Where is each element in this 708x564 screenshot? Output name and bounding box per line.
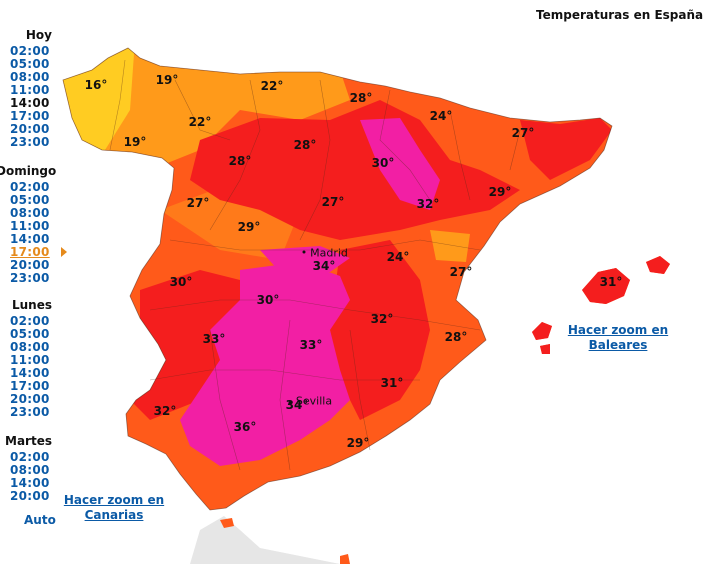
time-item[interactable]: 23:00 <box>10 271 50 285</box>
time-item[interactable]: 05:00 <box>10 327 50 341</box>
time-item[interactable]: 11:00 <box>10 83 50 97</box>
temperature-label: 32° <box>416 197 440 211</box>
city-marker-sevilla <box>288 401 292 405</box>
temperature-label: 31° <box>599 275 623 289</box>
time-item[interactable]: 11:00 <box>10 353 50 367</box>
selected-time-arrow-icon <box>61 247 67 257</box>
temperature-label: 30° <box>256 293 280 307</box>
time-item[interactable]: 02:00 <box>10 44 50 58</box>
temperature-label: 28° <box>444 330 468 344</box>
temperature-label: 19° <box>155 73 179 87</box>
day-label-1: Domingo <box>0 164 57 178</box>
temperature-label: 28° <box>293 138 317 152</box>
time-item[interactable]: 05:00 <box>10 57 50 71</box>
time-item[interactable]: 14:00 <box>10 476 50 490</box>
map-title: Temperaturas en España <box>536 8 704 22</box>
temperature-label: 29° <box>237 220 261 234</box>
temperature-label: 27° <box>186 196 210 210</box>
time-item[interactable]: 17:00 <box>10 245 50 259</box>
time-item[interactable]: 08:00 <box>10 70 50 84</box>
time-item[interactable]: 17:00 <box>10 379 50 393</box>
temperature-label: 16° <box>84 78 108 92</box>
temperature-label: 32° <box>370 312 394 326</box>
temperature-label: 24° <box>429 109 453 123</box>
temperature-label: 33° <box>202 332 226 346</box>
time-item[interactable]: 23:00 <box>10 135 50 149</box>
time-sidebar: Hoy 02:00 05:00 08:00 11:00 14:00 17:00 20:00 23… <box>0 0 62 564</box>
time-item[interactable]: 02:00 <box>10 314 50 328</box>
city-label: Madrid <box>310 246 348 260</box>
time-item[interactable]: 20:00 <box>10 122 50 136</box>
time-item[interactable]: 02:00 <box>10 450 50 464</box>
time-item[interactable]: 20:00 <box>10 489 50 503</box>
temperature-label: 30° <box>371 156 395 170</box>
temperature-label: 29° <box>488 185 512 199</box>
zoom-canarias-line1: Hacer zoom en <box>63 493 165 507</box>
day-label-3: Martes <box>5 434 52 448</box>
city-marker-madrid <box>302 250 306 254</box>
temperature-label: 36° <box>233 420 257 434</box>
time-item[interactable]: 17:00 <box>10 109 50 123</box>
temperature-label: 22° <box>188 115 212 129</box>
zoom-baleares-line2: Baleares <box>588 338 648 352</box>
temperature-label: 29° <box>346 436 370 450</box>
time-item[interactable]: 14:00 <box>10 232 50 246</box>
spain-outline <box>62 47 613 511</box>
temperature-label: 19° <box>123 135 147 149</box>
temperature-label: 34° <box>312 259 336 273</box>
zoom-canarias-line2: Canarias <box>84 508 144 522</box>
time-item[interactable]: 23:00 <box>10 405 50 419</box>
province-borders <box>109 59 521 471</box>
temperature-label: 27° <box>321 195 345 209</box>
temperature-label: 28° <box>349 91 373 105</box>
time-item[interactable]: 20:00 <box>10 392 50 406</box>
temperature-label: 31° <box>380 376 404 390</box>
temperature-label: 24° <box>386 250 410 264</box>
temperature-label: 32° <box>153 404 177 418</box>
time-item[interactable]: 20:00 <box>10 258 50 272</box>
temperature-label: 33° <box>299 338 323 352</box>
time-item[interactable]: 08:00 <box>10 206 50 220</box>
temperature-label: 27° <box>449 265 473 279</box>
africa-coast <box>190 516 340 564</box>
time-item[interactable]: 14:00 <box>10 96 50 110</box>
temperature-label: 34° <box>285 398 309 412</box>
zoom-baleares-link[interactable]: Hacer zoom en Baleares <box>566 323 670 353</box>
temperature-label: 30° <box>169 275 193 289</box>
time-item[interactable]: 08:00 <box>10 463 50 477</box>
time-item[interactable]: 02:00 <box>10 180 50 194</box>
time-item[interactable]: 08:00 <box>10 340 50 354</box>
time-item[interactable]: 14:00 <box>10 366 50 380</box>
ceuta <box>220 518 234 528</box>
day-label-0: Hoy <box>25 28 52 42</box>
zoom-baleares-line1: Hacer zoom en <box>567 323 669 337</box>
day-label-2: Lunes <box>11 298 52 312</box>
temperature-label: 27° <box>511 126 535 140</box>
temperature-label: 22° <box>260 79 284 93</box>
city-label: Sevilla <box>295 394 333 408</box>
time-item[interactable]: 05:00 <box>10 193 50 207</box>
auto-play-link[interactable]: Auto <box>24 513 56 527</box>
melilla <box>340 554 350 564</box>
temperature-label: 28° <box>228 154 252 168</box>
time-item[interactable]: 11:00 <box>10 219 50 233</box>
zoom-canarias-link[interactable]: Hacer zoom en Canarias <box>62 493 166 523</box>
